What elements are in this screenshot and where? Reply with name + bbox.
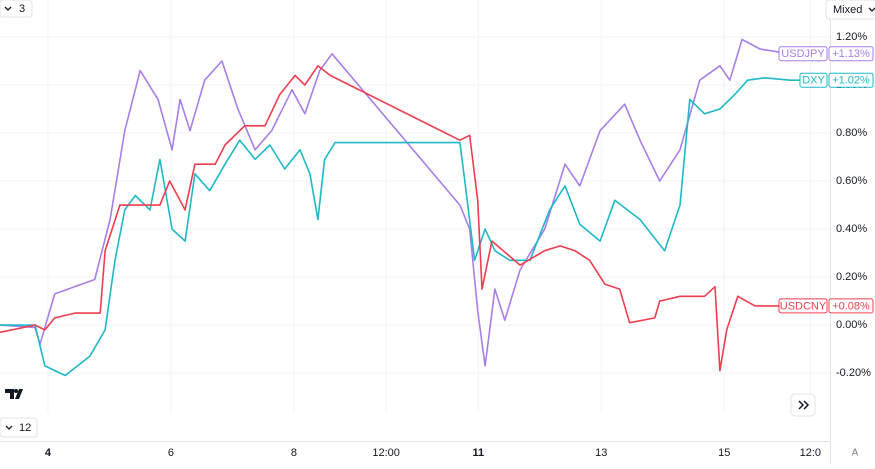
logo-dot [14, 389, 18, 393]
tag-value-bg [828, 72, 874, 88]
x-tick-label: 6 [168, 447, 174, 459]
x-tick-label: 15 [718, 447, 730, 459]
x-tick-label: 13 [595, 447, 607, 459]
button-bg[interactable] [825, 0, 875, 20]
axes: 4 6 8 12:00 11 13 15 12:0 -0.20% 0.00% 0.20% 0.40% 0… [45, 31, 871, 459]
logo[interactable] [5, 389, 23, 399]
x-tick-label: 4 [45, 447, 52, 459]
x-tick-label: 12:00 [372, 447, 400, 459]
lines [0, 38, 825, 377]
series-line [0, 65, 825, 372]
auto-scale[interactable]: A [852, 448, 859, 459]
tag-value: +0.08% [832, 300, 870, 312]
button-bg[interactable] [0, 417, 38, 438]
tag-name-bg [778, 46, 828, 62]
y-tick-label: 0.40% [836, 223, 867, 235]
scale-mode-button[interactable]: Mixed [825, 0, 875, 20]
x-tick-label: 8 [291, 447, 297, 459]
y-tick-label: 0.80% [836, 127, 867, 139]
tag-value-bg [828, 46, 874, 62]
y-tick-label: 0.00% [836, 319, 867, 331]
tag-value: +1.13% [832, 48, 870, 60]
tag-name-bg [778, 298, 828, 314]
price-tag: +0.08% USDCNY [778, 298, 874, 314]
chevron [5, 425, 13, 430]
y-tick-label: 0.20% [836, 271, 867, 283]
scroll-button[interactable] [790, 393, 816, 417]
tag-value: +1.02% [832, 75, 870, 87]
chevron [868, 7, 875, 12]
grid [0, 0, 830, 413]
scale-mode[interactable]: Mixed [833, 4, 862, 16]
series-line [0, 77, 820, 377]
x-tick-label: 12:0 [800, 447, 821, 459]
chevron [4, 6, 12, 11]
arrows [798, 400, 810, 410]
price-tag: +1.13% USDJPY [778, 46, 874, 62]
tag-name: USDJPY [781, 48, 825, 60]
y-tick-label: 0.60% [836, 175, 867, 187]
bottom-interval[interactable]: 12 [19, 422, 31, 434]
bottom-interval-button[interactable]: 12 [0, 417, 38, 438]
interval-button[interactable]: 3 [0, 0, 33, 18]
button-bg[interactable] [0, 0, 33, 18]
price-tag: +1.02% DXY [799, 72, 874, 88]
tag-name-bg [799, 72, 828, 88]
interval[interactable]: 3 [19, 3, 25, 15]
y-tick-label: 1.20% [836, 31, 867, 43]
tv-logo[interactable] [5, 389, 23, 399]
x-tick-label: 11 [473, 447, 485, 459]
tag-name: USDCNY [780, 300, 827, 312]
tag-name: DXY [802, 75, 825, 87]
tag-value-bg [828, 298, 874, 314]
y-tick-label: -0.20% [836, 367, 871, 379]
series-line [0, 38, 820, 367]
